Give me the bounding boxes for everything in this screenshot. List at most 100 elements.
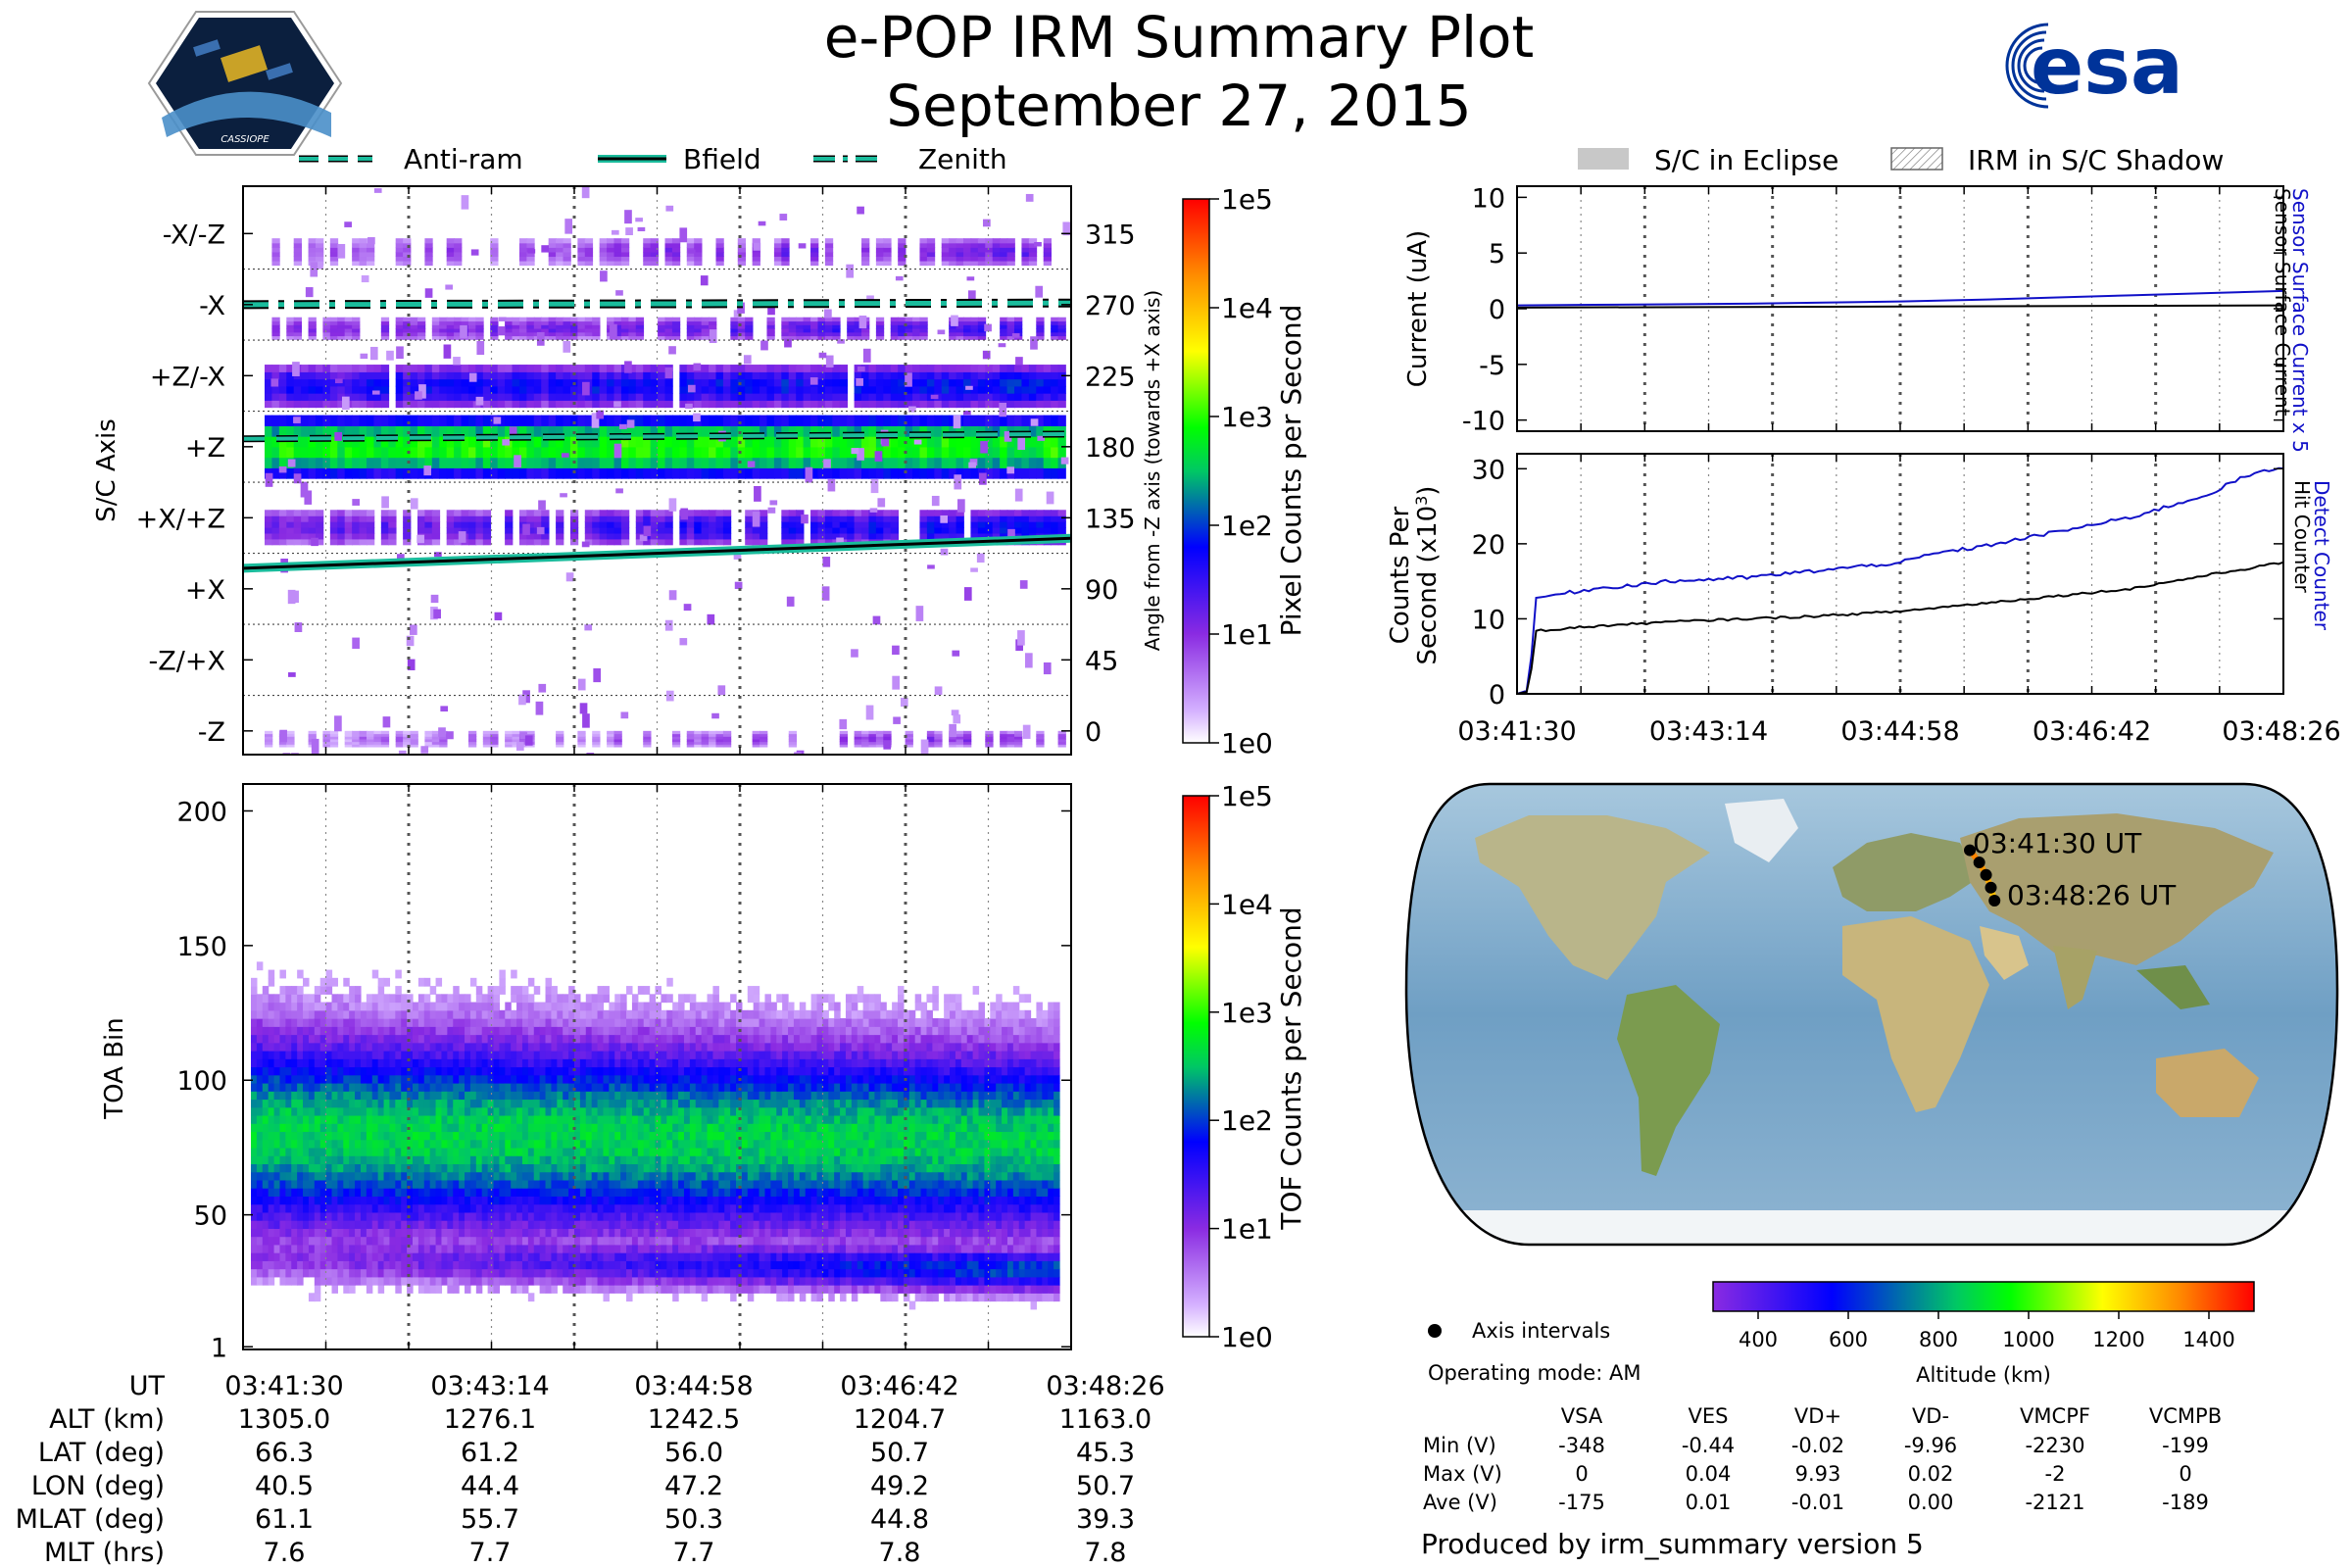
toa-heat-cell [331,1058,338,1068]
angle-noise-cell [310,262,318,277]
angle-heat-cell [403,385,412,394]
toa-heat-cell [487,1285,495,1294]
angle-heat-cell [607,378,615,387]
angle-heat-cell [730,365,739,372]
angle-heat-cell [577,446,586,459]
toa-heat-cell [256,1268,264,1278]
angle-heat-cell [810,324,819,329]
angle-heat-cell [380,400,390,409]
angle-heat-cell [584,328,594,333]
toa-heat-cell [343,1034,350,1044]
angle-noise-cell [615,290,623,296]
angle-heat-cell [658,328,666,333]
angle-heat-cell [533,328,543,333]
toa-heat-cell [441,1034,448,1044]
angle-heat-cell [810,532,819,540]
angle-heat-cell [322,446,331,459]
angle-heat-cell [1006,365,1015,372]
toa-heat-cell [251,1002,258,1011]
toa-heat-cell [262,1203,270,1213]
toa-heat-cell [447,1147,454,1156]
angle-heat-cell [366,393,375,401]
toa-heat-cell [435,977,443,987]
toa-heat-cell [325,1236,333,1246]
angle-heat-cell [293,247,302,253]
toa-heat-cell [331,1244,338,1253]
toa-heat-cell [331,1114,338,1124]
toa-heat-cell [343,1252,350,1261]
angle-heat-cell [490,425,499,437]
angle-heat-cell [985,247,994,253]
angle-heat-cell [1051,371,1059,380]
angle-heat-cell [395,256,404,262]
angle-heat-cell [446,365,455,372]
angle-heat-cell [796,532,805,540]
angle-heat-cell [941,527,951,534]
angle-heat-cell [752,256,760,262]
toa-heat-cell [435,1244,443,1253]
angle-heat-cell [926,436,936,448]
angle-heat-cell [730,415,739,426]
angle-heat-cell [497,371,506,380]
angle-heat-cell [773,457,783,468]
angle-noise-cell [786,596,795,607]
toa-heat-cell [453,994,460,1004]
angle-heat-cell [352,328,361,333]
angle-heat-cell [752,436,760,448]
angle-heat-cell [373,730,382,735]
angle-heat-cell [985,733,994,737]
angle-heat-cell [584,251,594,258]
angle-heat-cell [766,400,775,409]
toa-heat-cell [355,1147,362,1156]
toa-heat-cell [453,1139,460,1149]
angle-heat-cell [293,331,302,337]
angle-heat-cell [781,400,790,409]
toa-heat-cell [383,1244,391,1253]
angle-heat-cell [934,457,943,468]
angle-heat-cell [439,738,448,743]
angle-heat-cell [773,436,783,448]
angle-heat-cell [963,730,972,735]
angle-heat-cell [796,425,805,437]
angle-heat-cell [745,400,754,409]
angle-heat-cell [1051,320,1059,325]
angle-heat-cell [817,436,826,448]
angle-heat-cell [1021,378,1030,387]
angle-noise-cell [963,587,972,601]
angle-heat-cell [868,532,877,540]
toa-heat-cell [423,1211,431,1221]
toa-heat-cell [395,1106,402,1116]
toa-heat-cell [423,1034,431,1044]
angle-heat-cell [1043,256,1052,262]
toa-heat-cell [355,1066,362,1076]
angle-heat-cell [315,371,324,380]
toa-heat-cell [349,1066,356,1076]
angle-heat-cell [861,328,870,333]
toa-heat-cell [303,1099,310,1108]
toa-heat-cell [256,1196,264,1205]
angle-heat-cell [875,736,885,740]
angle-heat-cell [556,385,564,394]
toa-heat-cell [475,1252,483,1261]
angle-heat-cell [366,378,375,387]
toa-heat-cell [441,1171,448,1181]
toa-heat-cell [389,1211,396,1221]
toa-heat-cell [459,1034,466,1044]
toa-heat-cell [268,1211,275,1221]
toa-heat-cell [395,1002,402,1011]
angle-heat-cell [817,320,826,325]
angle-heat-cell [875,335,885,340]
angle-heat-cell [963,425,972,437]
angle-heat-cell [1014,393,1023,401]
angle-heat-cell [679,415,688,426]
toa-heat-cell [413,1244,419,1253]
toa-heat-cell [413,1163,419,1173]
angle-noise-cell [784,338,792,348]
angle-heat-cell [1006,378,1015,387]
toa-heat-cell [279,1034,286,1044]
toa-heat-cell [268,1244,275,1253]
angle-heat-cell [512,446,520,459]
angle-heat-cell [861,467,870,479]
angle-heat-cell [613,741,622,745]
angle-heat-cell [868,510,877,516]
